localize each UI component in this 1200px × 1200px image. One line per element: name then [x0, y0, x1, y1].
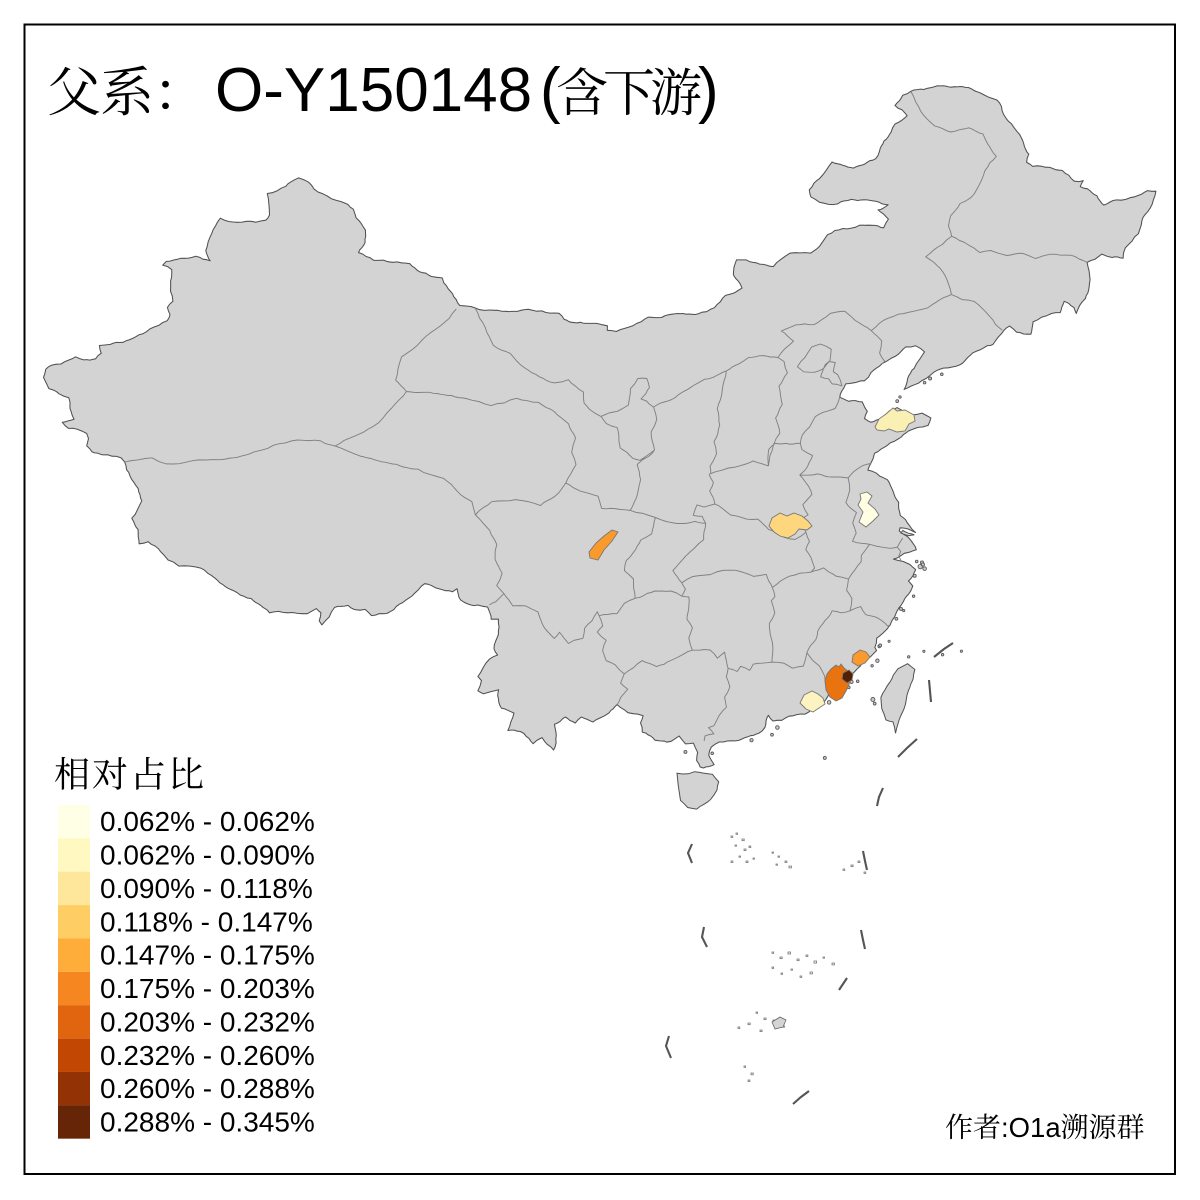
- svg-text:0.118% - 0.147%: 0.118% - 0.147%: [100, 906, 313, 937]
- svg-text:0.203% - 0.232%: 0.203% - 0.232%: [100, 1006, 315, 1037]
- svg-text::O1a: :O1a: [1001, 1112, 1061, 1143]
- svg-text:(: (: [540, 56, 561, 125]
- svg-text:0.062% - 0.090%: 0.062% - 0.090%: [100, 840, 315, 871]
- svg-text:0.062% - 0.062%: 0.062% - 0.062%: [100, 806, 315, 837]
- svg-text:): ): [698, 56, 719, 125]
- svg-text:0.090% - 0.118%: 0.090% - 0.118%: [100, 873, 313, 904]
- svg-text:0.175% - 0.203%: 0.175% - 0.203%: [100, 973, 315, 1004]
- svg-text:0.147% - 0.175%: 0.147% - 0.175%: [100, 940, 315, 971]
- svg-text:0.232% - 0.260%: 0.232% - 0.260%: [100, 1040, 315, 1071]
- svg-text:O-Y150148: O-Y150148: [215, 56, 532, 125]
- svg-text:0.288% - 0.345%: 0.288% - 0.345%: [100, 1107, 315, 1138]
- svg-text:0.260% - 0.288%: 0.260% - 0.288%: [100, 1073, 315, 1104]
